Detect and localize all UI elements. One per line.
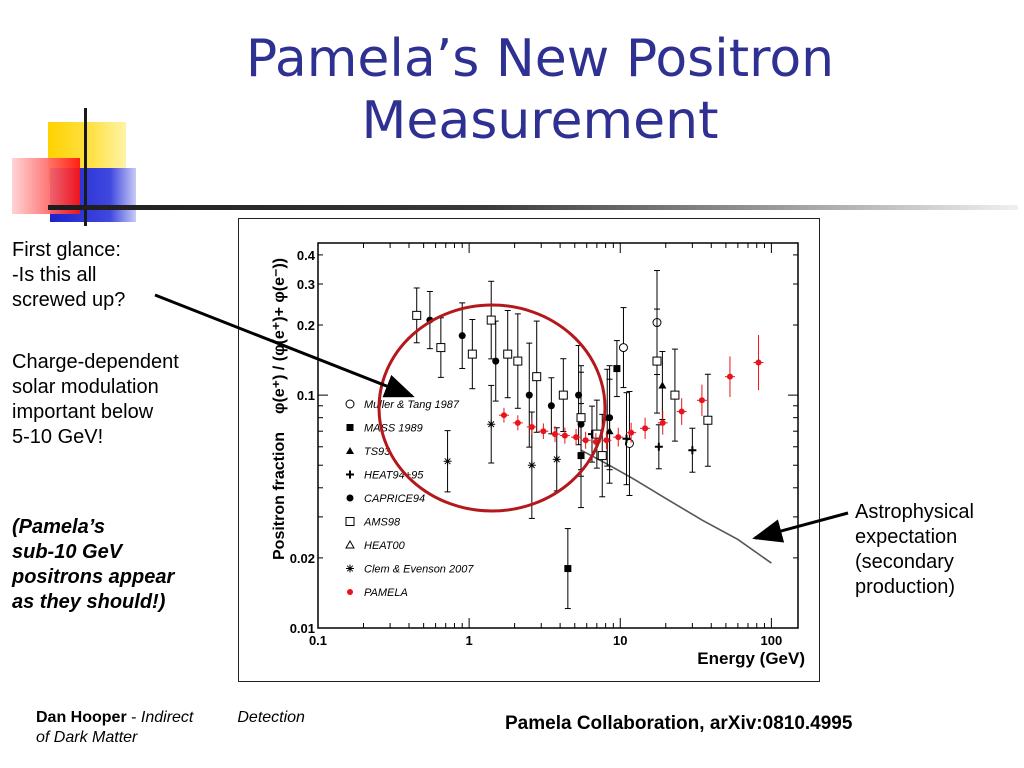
charge-line-3: important below (12, 401, 154, 423)
astrophysical-text: Astrophysical expectation (secondary pro… (855, 500, 1020, 600)
astro-line-3: (secondary (855, 551, 954, 573)
slide-title: Pamela’s New Positron Measurement (130, 28, 950, 152)
title-line-1: Pamela’s New Positron (245, 29, 835, 89)
footer-citation: Pamela Collaboration, arXiv:0810.4995 (505, 713, 853, 734)
footer-talk-part1: Indirect (140, 709, 194, 726)
footer-talk-line2: of Dark Matter (36, 729, 138, 746)
charge-dependent-text: Charge-dependent solar modulation import… (12, 350, 237, 450)
decor-red-square (12, 158, 80, 214)
first-glance-text: First glance: -Is this all screwed up? (12, 238, 212, 313)
astro-line-1: Astrophysical (855, 501, 974, 523)
glance-line-2: -Is this all (12, 264, 97, 286)
pamela-line-1: (Pamela’s (12, 516, 106, 538)
footer-author-name: Dan Hooper (36, 709, 127, 726)
title-rule (48, 205, 1018, 210)
glance-line-3: screwed up? (12, 289, 126, 311)
pamela-line-4: as they should!) (12, 591, 166, 613)
footer-talk-part2: Detection (237, 709, 305, 726)
footer-dash: - (126, 709, 141, 726)
astro-line-2: expectation (855, 526, 958, 548)
plot-frame (238, 218, 820, 682)
pamela-line-3: positrons appear (12, 566, 175, 588)
pamela-line-2: sub-10 GeV (12, 541, 123, 563)
title-line-2: Measurement (361, 91, 719, 151)
charge-line-1: Charge-dependent (12, 351, 179, 373)
charge-line-4: 5-10 GeV! (12, 426, 104, 448)
pamela-note-text: (Pamela’s sub-10 GeV positrons appear as… (12, 515, 237, 615)
astro-line-4: production) (855, 576, 956, 598)
footer-author: Dan Hooper - Indirect Detection of Dark M… (36, 708, 305, 748)
glance-line-1: First glance: (12, 239, 121, 261)
charge-line-2: solar modulation (12, 376, 159, 398)
decor-vertical-line (84, 108, 87, 226)
